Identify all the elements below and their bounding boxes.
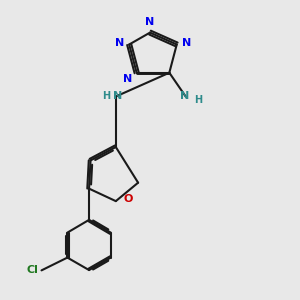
Text: N: N — [182, 38, 191, 48]
Text: Cl: Cl — [26, 266, 38, 275]
Text: N: N — [180, 91, 189, 100]
Text: N: N — [123, 74, 132, 84]
Text: H: H — [194, 95, 202, 105]
Text: O: O — [123, 194, 133, 204]
Text: N: N — [115, 38, 124, 48]
Text: N: N — [146, 17, 154, 27]
Text: H: H — [102, 91, 110, 100]
Text: N: N — [113, 91, 122, 100]
